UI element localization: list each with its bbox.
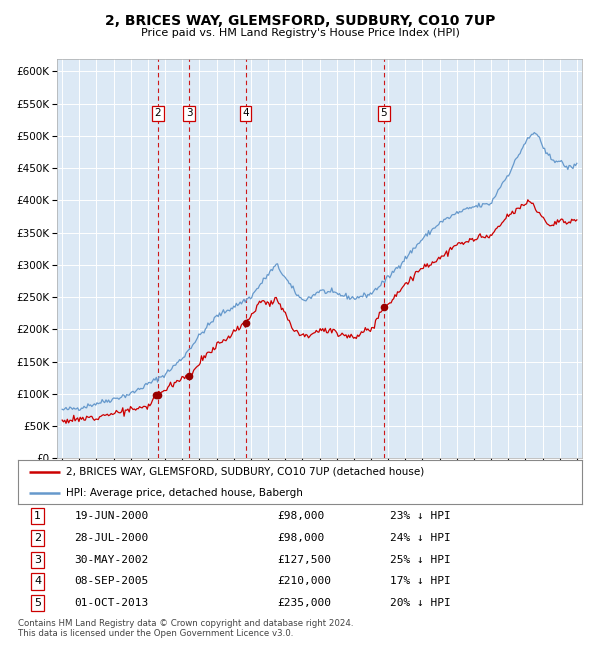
Text: 4: 4 — [34, 577, 41, 586]
Text: 1: 1 — [34, 511, 41, 521]
Text: Contains HM Land Registry data © Crown copyright and database right 2024.: Contains HM Land Registry data © Crown c… — [18, 619, 353, 628]
Text: 4: 4 — [242, 109, 249, 118]
Text: £98,000: £98,000 — [277, 511, 325, 521]
Text: 30-MAY-2002: 30-MAY-2002 — [74, 554, 149, 565]
Text: £127,500: £127,500 — [277, 554, 331, 565]
Text: 2: 2 — [154, 109, 161, 118]
Text: 2: 2 — [34, 533, 41, 543]
Text: 19-JUN-2000: 19-JUN-2000 — [74, 511, 149, 521]
Text: HPI: Average price, detached house, Babergh: HPI: Average price, detached house, Babe… — [66, 488, 303, 498]
Text: £235,000: £235,000 — [277, 599, 331, 608]
Text: 28-JUL-2000: 28-JUL-2000 — [74, 533, 149, 543]
Text: 2, BRICES WAY, GLEMSFORD, SUDBURY, CO10 7UP (detached house): 2, BRICES WAY, GLEMSFORD, SUDBURY, CO10 … — [66, 467, 424, 477]
Text: 17% ↓ HPI: 17% ↓ HPI — [390, 577, 451, 586]
Text: 23% ↓ HPI: 23% ↓ HPI — [390, 511, 451, 521]
Text: 2, BRICES WAY, GLEMSFORD, SUDBURY, CO10 7UP: 2, BRICES WAY, GLEMSFORD, SUDBURY, CO10 … — [105, 14, 495, 29]
Text: 01-OCT-2013: 01-OCT-2013 — [74, 599, 149, 608]
Text: 3: 3 — [34, 554, 41, 565]
Text: 20% ↓ HPI: 20% ↓ HPI — [390, 599, 451, 608]
Text: £98,000: £98,000 — [277, 533, 325, 543]
Text: 5: 5 — [380, 109, 387, 118]
Text: £210,000: £210,000 — [277, 577, 331, 586]
Text: 08-SEP-2005: 08-SEP-2005 — [74, 577, 149, 586]
Text: 3: 3 — [186, 109, 193, 118]
Text: This data is licensed under the Open Government Licence v3.0.: This data is licensed under the Open Gov… — [18, 629, 293, 638]
Text: 24% ↓ HPI: 24% ↓ HPI — [390, 533, 451, 543]
Text: 25% ↓ HPI: 25% ↓ HPI — [390, 554, 451, 565]
Text: Price paid vs. HM Land Registry's House Price Index (HPI): Price paid vs. HM Land Registry's House … — [140, 28, 460, 38]
Text: 5: 5 — [34, 599, 41, 608]
